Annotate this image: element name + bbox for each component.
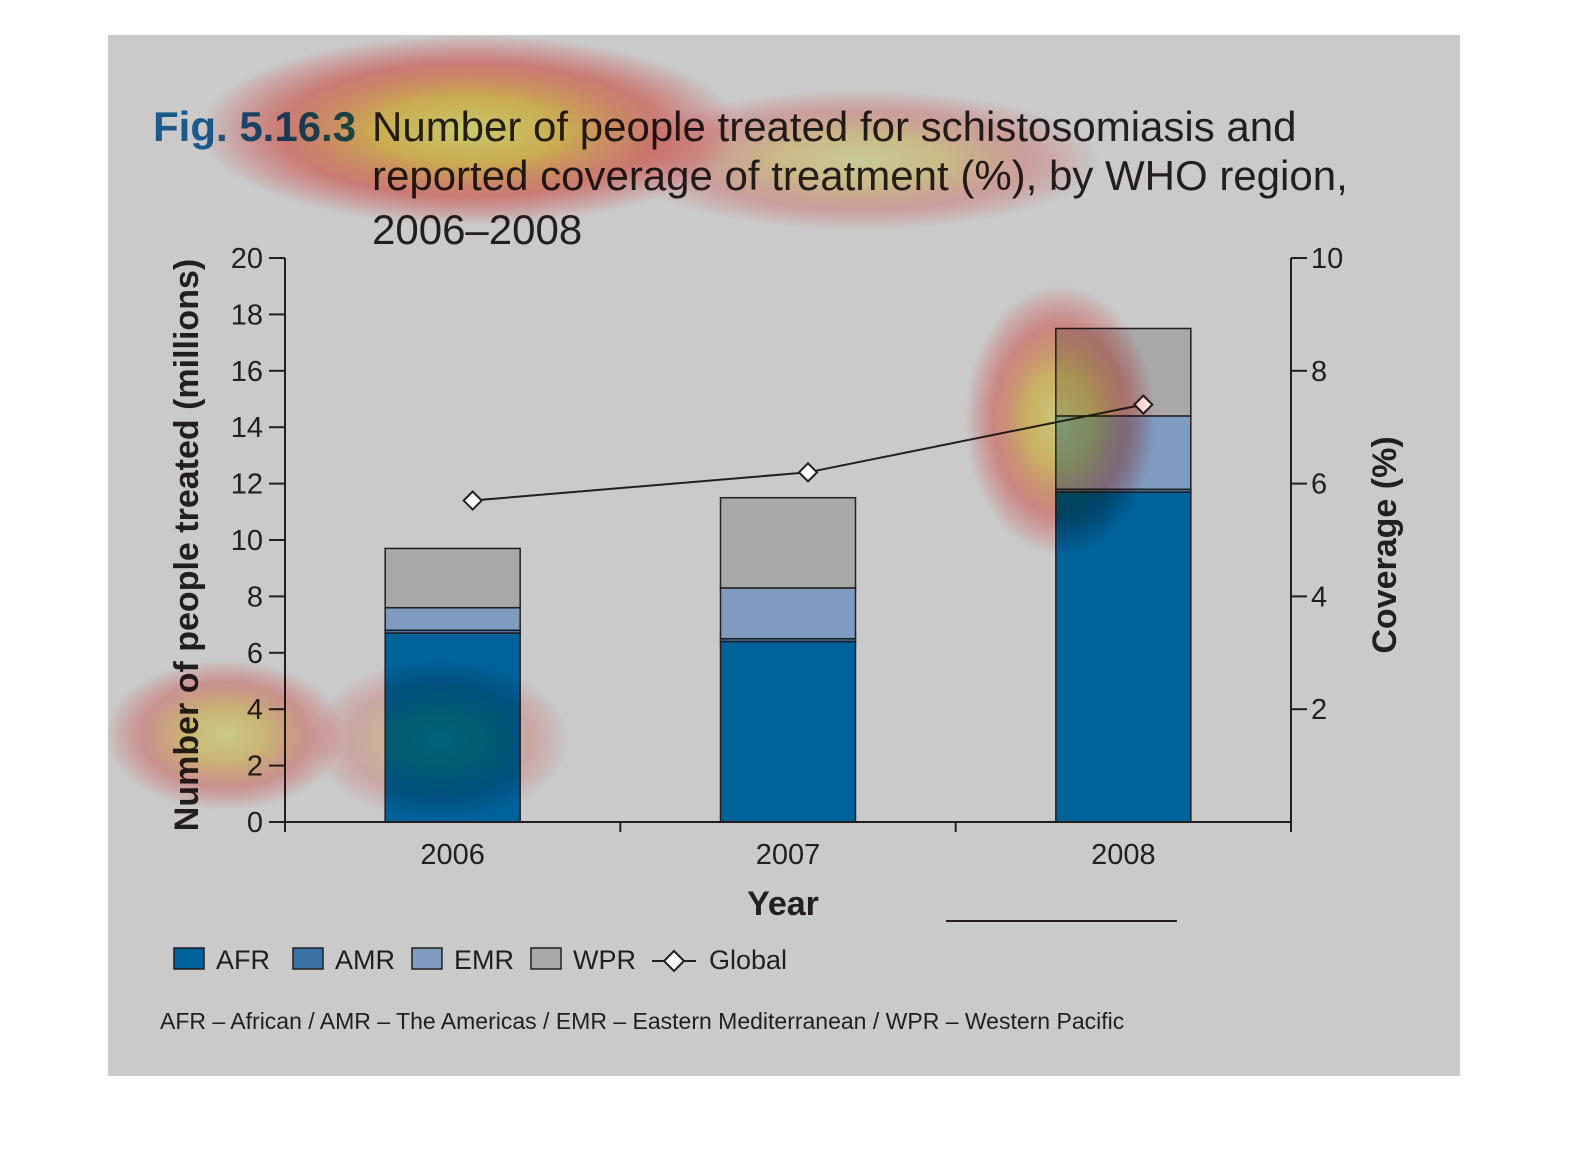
bar-emr-2006 [384, 606, 521, 631]
legend-swatch-afr [173, 947, 205, 970]
y-tick-label-12: 12 [231, 469, 263, 501]
bar-emr-2007 [719, 587, 857, 640]
y-tick-label-0: 0 [247, 807, 263, 839]
legend-label-afr: AFR [216, 945, 270, 975]
legend-label-global: Global [709, 945, 787, 975]
legend-swatch-wpr [530, 947, 562, 970]
y-tick-label-18: 18 [231, 299, 263, 331]
y2-tick-label-10: 10 [1311, 243, 1343, 275]
heat-spot-title [200, 35, 740, 225]
x-axis-title: Year [747, 885, 819, 923]
bar-afr-2007 [719, 640, 857, 823]
global-point-2007 [797, 461, 819, 483]
y-tick-label-10: 10 [231, 525, 263, 557]
y2-tick-label-6: 6 [1311, 469, 1327, 501]
y-tick-label-16: 16 [231, 356, 263, 388]
legend-label-amr: AMR [335, 945, 395, 975]
y-tick-label-8: 8 [247, 581, 263, 613]
axes-group: 02468101214161820246810200620072008 [231, 243, 1344, 871]
y2-tick-label-4: 4 [1311, 581, 1327, 613]
legend-swatch-amr [292, 947, 324, 970]
y-tick-label-14: 14 [231, 412, 263, 444]
x-tick-label-2008: 2008 [1091, 839, 1156, 871]
footnote: AFR – African / AMR – The Americas / EMR… [160, 1008, 1124, 1034]
y-tick-label-20: 20 [231, 243, 263, 275]
legend-label-emr: EMR [454, 945, 514, 975]
y2-tick-label-2: 2 [1311, 694, 1327, 726]
legend-label-wpr: WPR [573, 945, 636, 975]
heat-spot-2008-bar [965, 285, 1155, 555]
x-tick-label-2007: 2007 [756, 839, 821, 871]
legend-swatch-emr [411, 947, 443, 970]
y2-axis-title: Coverage (%) [1366, 436, 1404, 653]
heat-spot-y-axis [105, 660, 345, 810]
bar-wpr-2007 [719, 496, 857, 589]
x-tick-label-2006: 2006 [420, 839, 485, 871]
attention-heatmap-overlay [105, 35, 1155, 820]
legend: AFR AMR EMR WPR Global [173, 945, 787, 975]
heat-spot-title-right [620, 90, 1100, 230]
global-point-2006 [462, 490, 484, 511]
y2-tick-label-8: 8 [1311, 356, 1327, 388]
legend-marker-global-icon [662, 949, 686, 973]
bar-wpr-2006 [384, 547, 521, 609]
heat-spot-2006-bar [310, 660, 570, 820]
